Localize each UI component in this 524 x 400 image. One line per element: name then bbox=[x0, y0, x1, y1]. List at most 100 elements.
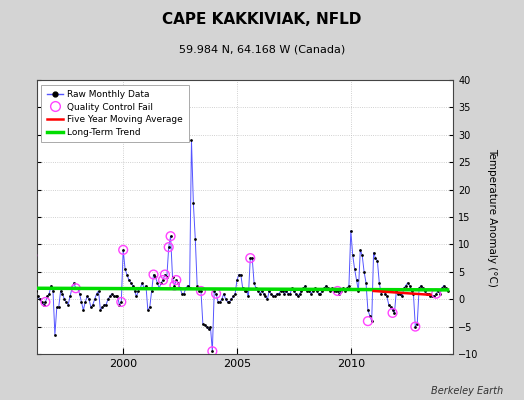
Point bbox=[212, 290, 220, 297]
Point bbox=[36, 296, 44, 302]
Point bbox=[72, 285, 80, 292]
Point bbox=[440, 282, 448, 289]
Point bbox=[305, 288, 313, 294]
Point bbox=[275, 290, 283, 297]
Point bbox=[328, 285, 336, 292]
Point bbox=[96, 307, 105, 313]
Point bbox=[375, 280, 384, 286]
Point bbox=[309, 288, 317, 294]
Point bbox=[394, 290, 402, 297]
Point bbox=[210, 288, 219, 294]
Point bbox=[316, 290, 325, 297]
Point bbox=[172, 277, 180, 283]
Point bbox=[347, 228, 355, 234]
Point bbox=[212, 290, 220, 297]
Point bbox=[235, 271, 243, 278]
Point bbox=[130, 288, 139, 294]
Point bbox=[434, 288, 442, 294]
Point bbox=[333, 288, 342, 294]
Point bbox=[68, 285, 76, 292]
Point bbox=[278, 288, 287, 294]
Point bbox=[107, 290, 116, 297]
Point bbox=[292, 290, 300, 297]
Point bbox=[225, 299, 234, 305]
Point bbox=[314, 290, 323, 297]
Point bbox=[415, 285, 423, 292]
Point bbox=[409, 290, 418, 297]
Point bbox=[407, 288, 416, 294]
Point bbox=[121, 266, 129, 272]
Text: Berkeley Earth: Berkeley Earth bbox=[431, 386, 503, 396]
Point bbox=[170, 282, 179, 289]
Point bbox=[392, 288, 400, 294]
Point bbox=[388, 310, 397, 316]
Y-axis label: Temperature Anomaly (°C): Temperature Anomaly (°C) bbox=[487, 148, 497, 286]
Point bbox=[161, 271, 169, 278]
Point bbox=[127, 280, 135, 286]
Point bbox=[134, 288, 143, 294]
Point bbox=[301, 282, 310, 289]
Point bbox=[307, 290, 315, 297]
Point bbox=[430, 293, 439, 300]
Point bbox=[172, 277, 180, 283]
Point bbox=[39, 302, 48, 308]
Point bbox=[187, 137, 195, 144]
Point bbox=[222, 296, 230, 302]
Point bbox=[406, 282, 414, 289]
Point bbox=[201, 322, 209, 328]
Point bbox=[94, 288, 103, 294]
Point bbox=[322, 282, 330, 289]
Point bbox=[206, 323, 215, 330]
Point bbox=[60, 296, 69, 302]
Point bbox=[140, 285, 148, 292]
Point bbox=[100, 302, 108, 308]
Point bbox=[265, 288, 274, 294]
Point bbox=[343, 285, 351, 292]
Point bbox=[91, 296, 99, 302]
Point bbox=[81, 299, 90, 305]
Point bbox=[83, 293, 91, 300]
Point bbox=[72, 285, 80, 292]
Point bbox=[98, 304, 106, 311]
Point bbox=[364, 307, 372, 313]
Point bbox=[388, 307, 397, 313]
Point bbox=[326, 288, 334, 294]
Point bbox=[339, 285, 347, 292]
Point bbox=[438, 285, 446, 292]
Point bbox=[333, 288, 342, 294]
Point bbox=[432, 290, 440, 297]
Point bbox=[104, 296, 112, 302]
Point bbox=[427, 293, 435, 300]
Point bbox=[138, 280, 146, 286]
Point bbox=[257, 288, 266, 294]
Point bbox=[356, 247, 365, 253]
Point bbox=[183, 282, 192, 289]
Legend: Raw Monthly Data, Quality Control Fail, Five Year Moving Average, Long-Term Tren: Raw Monthly Data, Quality Control Fail, … bbox=[41, 84, 189, 142]
Point bbox=[411, 323, 420, 330]
Point bbox=[208, 348, 216, 354]
Point bbox=[229, 293, 237, 300]
Point bbox=[238, 285, 247, 292]
Point bbox=[242, 288, 250, 294]
Point bbox=[442, 285, 450, 292]
Point bbox=[216, 299, 224, 305]
Point bbox=[85, 296, 93, 302]
Point bbox=[403, 280, 412, 286]
Point bbox=[157, 280, 166, 286]
Point bbox=[144, 307, 152, 313]
Point bbox=[153, 280, 161, 286]
Point bbox=[352, 277, 361, 283]
Point bbox=[227, 296, 235, 302]
Point bbox=[424, 290, 433, 297]
Point bbox=[54, 304, 63, 311]
Point bbox=[41, 299, 50, 305]
Point bbox=[51, 332, 59, 338]
Point bbox=[345, 282, 353, 289]
Point bbox=[87, 304, 95, 311]
Point bbox=[70, 280, 78, 286]
Point bbox=[263, 296, 271, 302]
Point bbox=[167, 233, 175, 239]
Point bbox=[231, 290, 239, 297]
Point bbox=[436, 290, 444, 297]
Point bbox=[250, 280, 258, 286]
